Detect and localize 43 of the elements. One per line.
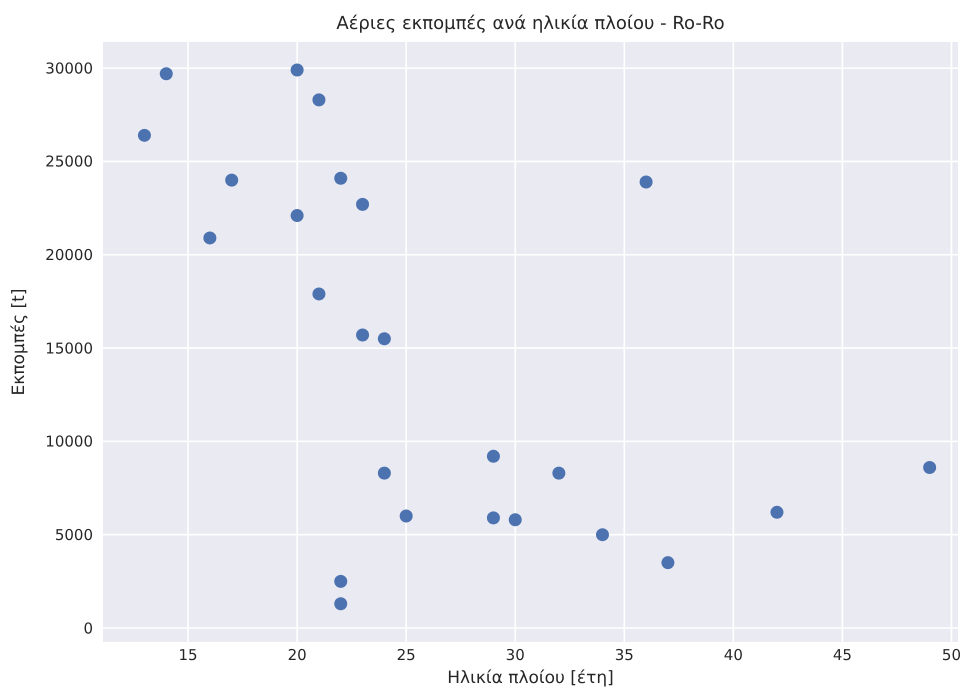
point [225,174,238,187]
point [400,510,413,523]
point [770,506,784,519]
point [508,513,522,526]
point [596,528,609,542]
point [312,93,326,106]
x-tick-label: 40 [724,646,743,664]
point [378,466,391,480]
point [661,556,674,570]
point [486,511,500,524]
point [923,461,936,474]
x-tick-label: 25 [396,646,416,664]
point [290,209,304,222]
y-tick-label: 15000 [45,339,93,358]
y-tick-label: 20000 [45,246,93,264]
x-tick-label: 45 [832,646,852,664]
y-tick-label: 30000 [45,59,93,78]
point [160,67,173,80]
point [290,63,304,76]
x-tick-label: 15 [178,646,198,664]
x-tick-label: 50 [942,646,960,664]
x-axis-title: Ηλικία πλοίου [έτη] [447,668,614,687]
point [334,597,348,610]
point [334,574,348,588]
y-tick-label: 5000 [54,526,93,544]
point [640,175,653,188]
point [378,332,391,346]
point [486,450,500,463]
x-tick-label: 35 [614,646,634,664]
y-tick-label: 25000 [45,152,93,171]
point [356,328,370,342]
x-tick-label: 20 [288,646,307,664]
y-tick-label: 0 [83,619,93,638]
point [552,466,566,480]
point [203,231,216,244]
y-tick-label: 10000 [45,432,93,451]
point [312,287,326,300]
chart-title: Αέριες εκπομπές ανά ηλικία πλοίου - Ro-Ro [336,13,725,34]
point [138,128,151,142]
point [356,198,370,211]
y-axis-title: Εκπομπές [t] [9,288,29,396]
point [334,172,348,185]
x-tick-label: 30 [506,646,525,664]
